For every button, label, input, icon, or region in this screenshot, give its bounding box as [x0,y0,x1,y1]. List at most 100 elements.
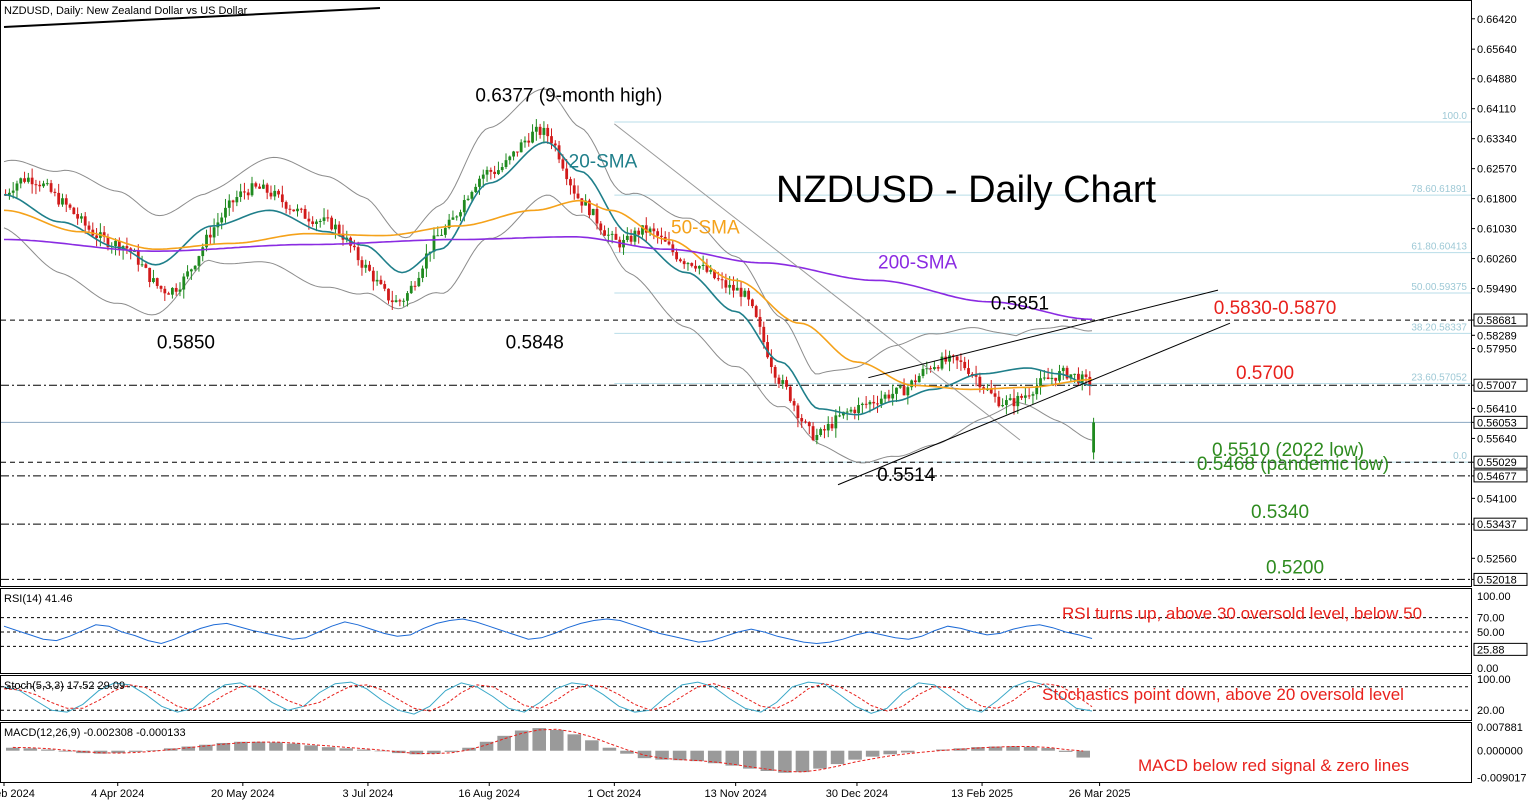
candle-body [330,217,334,230]
candle-body [948,355,951,362]
candle-body [470,192,474,199]
candle-body [656,231,660,236]
annotation-7: 200-SMA [878,253,958,274]
candle-body [614,233,618,240]
candle-body [637,230,641,235]
candle-body [872,401,876,404]
candle-body [1012,398,1016,407]
candle-body [974,374,978,377]
candle-body [739,287,743,297]
candle-body [678,259,682,262]
candle-body [917,375,921,383]
rsi-tick-label: 50.00 [1477,627,1505,639]
annotation-5: 20-SMA [569,151,638,172]
candle-body [273,190,277,197]
candle-body [447,219,451,228]
candle-body [967,368,970,374]
price-layer: 100.0 78.60.61891 61.80.60413 50.00.59375 38… [1,85,1471,580]
candle-body [569,179,572,186]
x-tick-label: 26 Mar 2025 [1069,788,1131,800]
candle-body [220,217,224,223]
candle-body [728,284,732,288]
candle-body [493,171,497,175]
candle-body [87,225,91,230]
rsi-panel-frame [0,588,1472,674]
candle-body [823,429,826,431]
x-tick-label: 13 Feb 2025 [951,788,1013,800]
price-tick-label: 0.52560 [1477,553,1517,565]
candle-body [879,398,883,404]
candle-body [982,387,986,390]
candle-body [189,269,193,272]
candle-body [876,403,879,405]
price-tick-label: 0.58681 [1477,315,1517,327]
candle-body [936,367,940,369]
candle-body [1058,371,1061,381]
candle-body [440,234,443,236]
rsi-tick-label: 25.88 [1477,644,1505,656]
candle-body [751,299,754,307]
candle-body [682,261,686,265]
candle-body [280,194,284,203]
price-tick-box [1473,455,1528,469]
candle-body [212,227,216,238]
candle-body [1005,400,1008,406]
candle-body [553,143,557,146]
candle-body [102,232,106,237]
candle-body [826,423,830,431]
stoch-tick-label: 20.00 [1477,705,1505,717]
candle-body [504,160,508,168]
price-tick-box [1473,378,1528,392]
candle-body [652,228,656,232]
candle-body [989,389,993,394]
candle-body [519,142,523,153]
candle-body [963,361,967,369]
channel-upper [868,289,1219,379]
candle-body [929,368,932,370]
candle-body [523,140,527,143]
candle-body [61,198,64,205]
candle-body [193,265,197,270]
candle-body [243,191,246,193]
annotation-4: 0.5851 [991,294,1049,315]
candle-body [1046,377,1050,380]
candle-body [1080,374,1084,384]
fib-label-5: 23.60.57052 [1411,372,1467,383]
candle-body [1016,395,1020,407]
channel-lower [837,322,1231,486]
candle-body [231,200,235,203]
candle-body [625,235,629,240]
candle-body [394,300,398,303]
price-tick-label: 0.55640 [1477,433,1517,445]
candle-body [83,216,87,226]
annotation-6: 50-SMA [671,218,740,239]
price-tick-label: 0.62570 [1477,164,1517,176]
macd-tick-label: 0.007881 [1477,722,1523,734]
fib-label-1: 78.60.61891 [1411,184,1467,195]
candle-body [572,185,576,194]
candle-body [997,396,1001,407]
price-tick-box [1473,572,1528,586]
candle-body [849,409,853,412]
stoch-line-1 [3,683,1093,712]
candle-body [296,208,299,212]
price-tick-label: 0.56410 [1477,403,1517,415]
candle-body [246,192,250,196]
candle-body [660,235,663,237]
level-label-0: 0.5830-0.5870 [1214,298,1337,319]
stoch-title: Stoch(5,3,3) 17.52 29.09 [4,680,125,692]
candle-body [292,209,296,212]
candle-body [887,394,891,399]
candle-body [163,288,167,294]
candle-body [925,368,929,370]
candle-body [80,216,83,219]
fib-label-3: 50.00.59375 [1411,282,1467,293]
candle-body [144,264,148,268]
price-tick-box [1473,517,1528,531]
candle-body [1008,398,1012,401]
x-tick-label: 1 Oct 2024 [587,788,641,800]
candle-body [364,264,368,268]
candle-body [565,168,569,180]
x-tick-label: 4 Apr 2024 [91,788,144,800]
candle-body [538,126,542,135]
